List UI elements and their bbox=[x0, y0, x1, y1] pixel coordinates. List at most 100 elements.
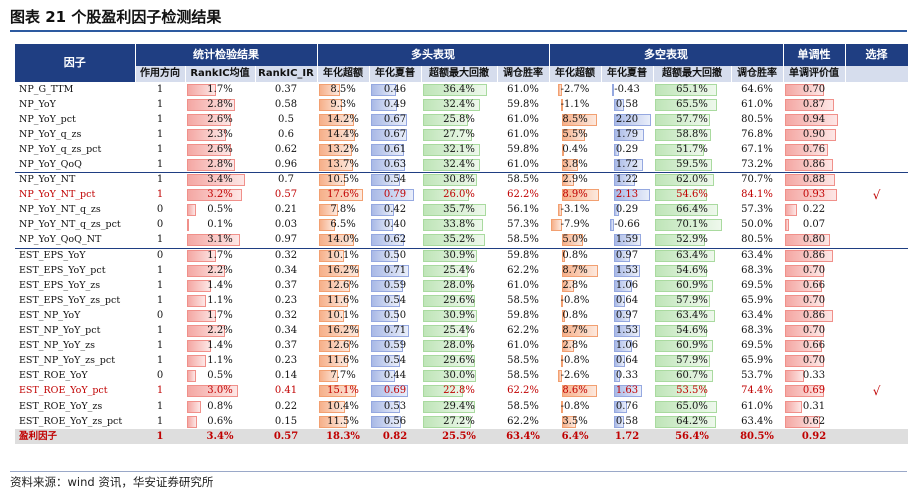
table-row: EST_EPS_YoY 0 1.7% 0.32 10.1% 0.50 30.9% 59.8% 0… bbox=[15, 247, 909, 264]
direction: 0 bbox=[156, 370, 164, 382]
rankic-ir: 0.15 bbox=[274, 415, 298, 427]
ls-max-drawdown: 70.1% bbox=[653, 218, 731, 233]
data-bar bbox=[371, 415, 402, 428]
cell-value: 30.0% bbox=[443, 370, 475, 382]
rankic-mean: 2.2% bbox=[185, 263, 255, 278]
long-max-drawdown: 35.7% bbox=[421, 203, 497, 218]
long-max-drawdown: 25.8% bbox=[421, 112, 497, 127]
cell-value: 16.2% bbox=[327, 325, 359, 337]
ls-annual-excess: 2.9% bbox=[549, 172, 602, 188]
cell-value: 2.3% bbox=[207, 128, 233, 140]
ls-win-rate: 63.4% bbox=[741, 309, 773, 321]
data-bar bbox=[187, 219, 189, 232]
cell-value: 1.79 bbox=[615, 128, 639, 140]
cell-value: 2.20 bbox=[615, 113, 639, 125]
rankic-ir: 0.7 bbox=[255, 172, 318, 188]
cell-value: 0.86 bbox=[802, 158, 826, 170]
rankic-ir: 0.96 bbox=[274, 158, 298, 170]
col-long-ret: 年化超额 bbox=[317, 66, 370, 82]
direction: 1 bbox=[156, 128, 164, 140]
cell-value: 33.8% bbox=[443, 219, 475, 231]
monotonic-score: 0.70 bbox=[783, 324, 845, 339]
cell-value: 0.86 bbox=[802, 249, 826, 261]
data-bar bbox=[371, 234, 405, 247]
cell-value: 1.1% bbox=[207, 355, 233, 367]
page-title: 图表 21 个股盈利因子检测结果 bbox=[10, 6, 907, 32]
cell-value: 0.62 bbox=[383, 234, 407, 246]
selection-mark bbox=[845, 142, 908, 157]
cell-value: 3.5% bbox=[562, 415, 588, 427]
monotonic-score: 0.94 bbox=[783, 112, 845, 127]
table-row: EST_NP_YoY 0 1.7% 0.32 10.1% 0.50 30.9% 59.8% 0.… bbox=[15, 308, 908, 323]
long-annual-excess: 16.2% bbox=[317, 324, 369, 339]
data-bar bbox=[371, 158, 405, 171]
cell-value: 51.7% bbox=[676, 143, 708, 155]
data-bar bbox=[558, 370, 562, 383]
cell-value: 8.5% bbox=[562, 113, 588, 125]
cell-value: 0.80 bbox=[802, 234, 826, 246]
data-bar bbox=[187, 370, 196, 383]
cell-value: 2.8% bbox=[207, 158, 233, 170]
data-bar bbox=[187, 98, 235, 111]
selection-mark bbox=[845, 293, 908, 308]
ls-max-drawdown: 57.9% bbox=[653, 293, 731, 308]
ls-max-drawdown: 60.9% bbox=[653, 339, 731, 354]
monotonic-score: 0.07 bbox=[783, 218, 845, 233]
data-bar bbox=[562, 113, 597, 126]
cell-value: 16.2% bbox=[327, 264, 359, 276]
data-bar bbox=[371, 98, 398, 111]
cell-value: 0.31 bbox=[802, 400, 826, 412]
data-bar bbox=[371, 400, 400, 413]
long-annual-excess: 12.6% bbox=[317, 278, 369, 293]
col-long-win: 调仓胜率 bbox=[497, 66, 550, 82]
long-annual-excess: 16.2% bbox=[317, 263, 369, 278]
direction: 1 bbox=[156, 325, 164, 337]
data-bar bbox=[785, 98, 834, 111]
rankic-ir: 0.21 bbox=[274, 204, 298, 216]
cell-value: 5.0% bbox=[562, 234, 588, 246]
long-sharpe: 0.67 bbox=[369, 127, 421, 142]
rankic-ir: 0.23 bbox=[274, 294, 298, 306]
data-bar bbox=[614, 158, 644, 171]
data-bar bbox=[655, 415, 717, 428]
data-bar bbox=[562, 189, 599, 202]
long-win-rate: 63.4% bbox=[497, 429, 550, 445]
factor-name: EST_NP_YoY_zs bbox=[19, 340, 96, 352]
cell-value: 0.76 bbox=[802, 143, 826, 155]
data-bar bbox=[614, 370, 620, 383]
monotonic-score: 0.80 bbox=[783, 233, 845, 248]
monotonic-score: 0.33 bbox=[783, 369, 845, 384]
cell-value: 0.70 bbox=[802, 83, 826, 95]
data-bar bbox=[558, 83, 562, 96]
long-annual-excess: 11.6% bbox=[317, 354, 369, 369]
monotonic-score: 0.93 bbox=[783, 188, 845, 203]
selection-mark bbox=[845, 127, 908, 142]
ls-max-drawdown: 60.9% bbox=[653, 278, 731, 293]
data-bar bbox=[187, 234, 241, 247]
selection-mark bbox=[845, 172, 909, 188]
data-bar bbox=[614, 189, 651, 202]
rankic-mean: 1.1% bbox=[185, 354, 255, 369]
ls-annual-excess: -0.8% bbox=[549, 293, 601, 308]
data-bar bbox=[371, 249, 398, 262]
table-row: NP_YoY_q_zs 1 2.3% 0.6 14.4% 0.67 27.7% 61.0% 5.… bbox=[15, 127, 908, 142]
ls-annual-excess: -7.9% bbox=[549, 218, 601, 233]
long-sharpe: 0.54 bbox=[369, 172, 422, 188]
cell-value: 30.9% bbox=[443, 249, 475, 261]
cell-value: 0.69 bbox=[383, 385, 407, 397]
cell-value: 54.6% bbox=[676, 264, 708, 276]
long-annual-excess: 13.7% bbox=[317, 157, 369, 172]
ls-annual-excess: 2.8% bbox=[549, 339, 601, 354]
data-bar bbox=[187, 340, 211, 353]
data-bar bbox=[319, 143, 352, 156]
factor-name: 盈利因子 bbox=[15, 429, 135, 445]
long-annual-excess: 8.5% bbox=[317, 82, 369, 97]
long-sharpe: 0.49 bbox=[369, 97, 421, 112]
data-bar bbox=[187, 83, 217, 96]
cell-value: 0.22 bbox=[802, 204, 826, 216]
rankic-ir: 0.37 bbox=[274, 279, 298, 291]
long-annual-excess: 6.5% bbox=[317, 218, 369, 233]
data-bar bbox=[785, 370, 804, 383]
data-bar bbox=[785, 249, 834, 262]
cell-value: 29.6% bbox=[443, 294, 475, 306]
